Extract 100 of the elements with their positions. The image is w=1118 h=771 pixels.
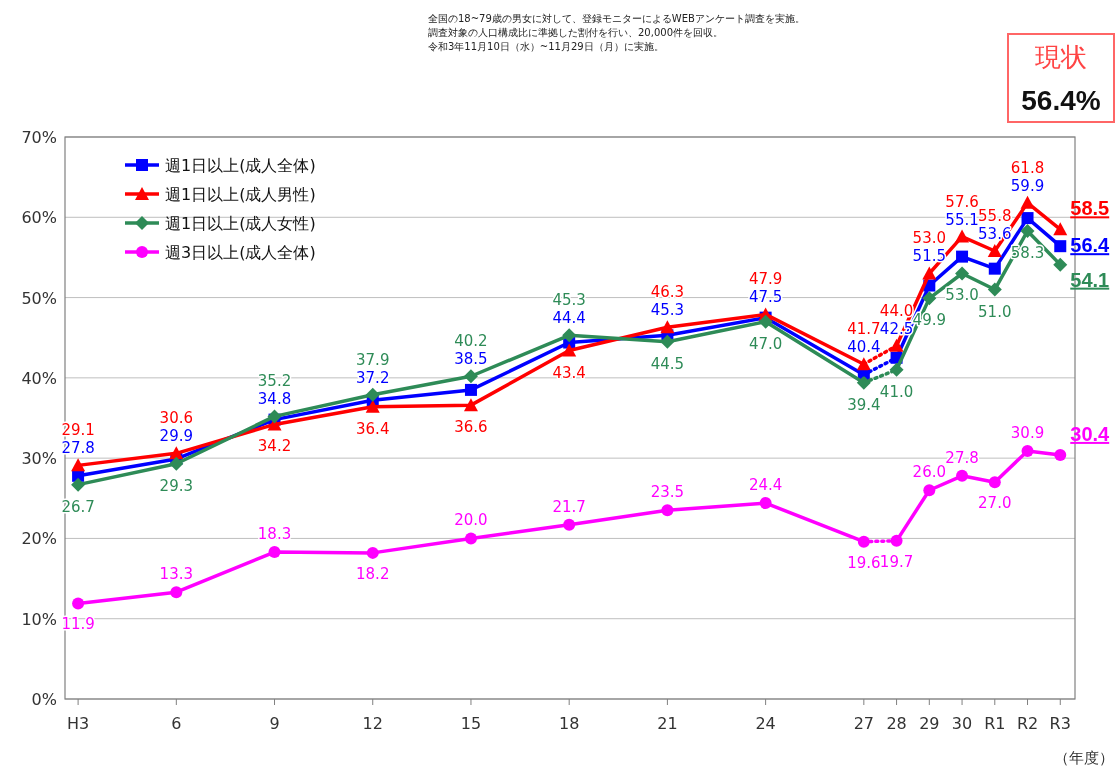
point bbox=[71, 458, 86, 472]
data-label: 27.0 bbox=[978, 494, 1012, 513]
x-tick-label: R2 bbox=[1016, 714, 1039, 733]
data-label: 54.1 bbox=[1070, 268, 1110, 291]
data-label: 30.6 bbox=[159, 409, 194, 428]
point bbox=[71, 477, 86, 492]
data-label: 47.9 bbox=[748, 270, 783, 289]
data-label: 26.7 bbox=[61, 497, 95, 516]
y-tick-label: 30% bbox=[21, 449, 57, 469]
data-label: 19.7 bbox=[879, 552, 914, 571]
x-tick-label: 28 bbox=[886, 714, 907, 733]
point bbox=[955, 266, 970, 281]
data-label: 18.2 bbox=[356, 564, 390, 583]
data-label: 41.0 bbox=[879, 382, 914, 401]
point bbox=[922, 266, 937, 280]
data-label: 19.6 bbox=[847, 553, 881, 572]
x-axis-title: （年度） bbox=[1054, 749, 1114, 767]
x-tick-label: 15 bbox=[460, 714, 482, 733]
x-tick-label: 6 bbox=[171, 714, 182, 733]
data-label: 56.4 bbox=[1070, 234, 1111, 257]
data-label: 36.4 bbox=[356, 419, 390, 438]
data-label: 53.0 bbox=[945, 286, 979, 305]
legend-label: 週1日以上(成人全体) bbox=[165, 156, 316, 175]
data-label: 39.4 bbox=[847, 395, 881, 414]
point bbox=[889, 362, 904, 377]
x-tick-label: 27 bbox=[853, 714, 875, 733]
data-label: 45.3 bbox=[650, 301, 685, 320]
y-tick-label: 20% bbox=[21, 529, 57, 549]
data-label: 44.4 bbox=[552, 309, 586, 328]
point bbox=[463, 398, 478, 412]
data-label: 58.5 bbox=[1070, 197, 1110, 220]
data-label: 21.7 bbox=[552, 497, 586, 516]
point bbox=[366, 546, 379, 559]
data-label: 44.5 bbox=[650, 354, 685, 373]
data-label: 11.9 bbox=[61, 615, 95, 634]
point bbox=[72, 597, 85, 610]
text: 現状 bbox=[1035, 42, 1087, 72]
data-label: 59.9 bbox=[1010, 176, 1045, 195]
y-tick-label: 50% bbox=[21, 288, 57, 308]
data-label: 55.1 bbox=[945, 210, 979, 229]
data-label: 47.0 bbox=[748, 334, 783, 353]
text: 令和3年11月10日（水）~11月29日（月）に実施。 bbox=[428, 41, 664, 52]
data-label: 29.1 bbox=[61, 421, 95, 440]
data-label: 29.9 bbox=[159, 427, 194, 446]
point bbox=[660, 334, 675, 349]
x-tick-label: H3 bbox=[66, 714, 90, 733]
data-label: 34.8 bbox=[257, 390, 292, 409]
point bbox=[169, 456, 184, 471]
x-tick-label: 18 bbox=[559, 714, 580, 733]
point bbox=[922, 291, 937, 306]
data-label: 24.4 bbox=[748, 476, 783, 495]
x-tick-label: 30 bbox=[951, 714, 973, 733]
data-label: 45.3 bbox=[552, 291, 586, 310]
point bbox=[758, 314, 773, 329]
data-label: 40.2 bbox=[454, 332, 488, 351]
legend-label: 週3日以上(成人全体) bbox=[165, 243, 316, 262]
data-label: 20.0 bbox=[454, 511, 488, 530]
point bbox=[1053, 222, 1068, 236]
point bbox=[464, 383, 477, 396]
point bbox=[987, 282, 1002, 297]
point bbox=[661, 504, 674, 517]
data-label: 13.3 bbox=[159, 565, 194, 584]
point bbox=[170, 586, 183, 599]
x-tick-label: R1 bbox=[984, 714, 1006, 733]
point bbox=[365, 399, 380, 413]
point bbox=[759, 497, 772, 510]
data-label: 47.5 bbox=[748, 288, 783, 307]
x-tick-label: 9 bbox=[269, 714, 280, 733]
point bbox=[464, 532, 477, 545]
point bbox=[1020, 223, 1035, 238]
y-tick-label: 60% bbox=[21, 208, 57, 228]
legend-label: 週1日以上(成人男性) bbox=[165, 185, 316, 204]
data-label: 35.2 bbox=[257, 372, 292, 391]
point bbox=[956, 250, 969, 263]
text: 56.4% bbox=[1021, 85, 1101, 116]
legend-label: 週1日以上(成人女性) bbox=[165, 214, 316, 233]
x-tick-label: 24 bbox=[755, 714, 776, 733]
data-label: 57.6 bbox=[945, 192, 979, 211]
point bbox=[562, 328, 577, 343]
point bbox=[562, 343, 577, 357]
data-label: 30.4 bbox=[1070, 422, 1111, 445]
point bbox=[987, 244, 1002, 258]
y-tick-label: 0% bbox=[31, 690, 57, 709]
x-tick-label: R3 bbox=[1049, 714, 1071, 733]
data-label: 30.9 bbox=[1010, 423, 1045, 442]
data-label: 51.0 bbox=[978, 302, 1012, 321]
y-tick-label: 40% bbox=[21, 368, 57, 388]
text: 全国の18~79歳の男女に対して、登録モニターによるWEBアンケート調査を実施。 bbox=[428, 13, 805, 24]
point bbox=[169, 446, 184, 460]
x-tick-label: 29 bbox=[919, 714, 940, 733]
data-label: 46.3 bbox=[650, 283, 685, 302]
data-label: 36.6 bbox=[454, 418, 488, 437]
point bbox=[268, 546, 281, 559]
data-label: 26.0 bbox=[912, 463, 947, 482]
data-label: 18.3 bbox=[257, 525, 292, 544]
point bbox=[1020, 195, 1035, 209]
data-label: 37.2 bbox=[356, 368, 390, 387]
data-label: 37.9 bbox=[356, 350, 390, 369]
x-tick-label: 12 bbox=[362, 714, 383, 733]
data-label: 23.5 bbox=[650, 483, 685, 502]
